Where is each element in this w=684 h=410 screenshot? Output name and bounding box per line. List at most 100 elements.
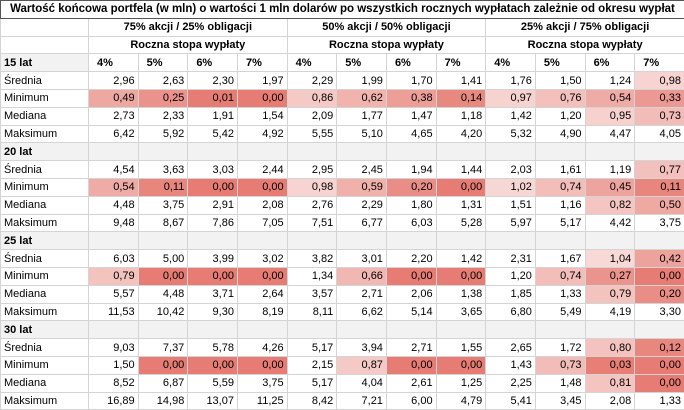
value-cell: 4,26 <box>236 338 288 357</box>
value-cell: 6,87 <box>137 373 189 393</box>
group-header: 50% akcji / 50% obligacji <box>286 17 487 37</box>
row-label: Średnia <box>0 160 89 179</box>
value-cell: 0,00 <box>236 266 288 286</box>
value-cell: 13,07 <box>187 391 238 410</box>
empty-cell <box>137 320 189 340</box>
value-cell: 5,59 <box>187 373 238 393</box>
value-cell: 2,71 <box>336 284 387 304</box>
empty-cell <box>485 320 536 340</box>
group-header: 75% akcji / 25% obligacji <box>88 17 288 37</box>
empty-cell <box>0 17 89 37</box>
value-cell: 2,76 <box>286 195 338 215</box>
value-cell: 1,24 <box>584 71 636 90</box>
value-cell: 2,08 <box>236 195 288 215</box>
value-cell: 0,73 <box>534 355 586 375</box>
row-label: Średnia <box>0 249 89 268</box>
value-cell: 7,37 <box>137 338 189 357</box>
empty-cell <box>0 35 89 55</box>
value-cell: 0,87 <box>336 355 387 375</box>
table-row: Maksimum 16,89 14,98 13,07 11,25 8,42 7,21 6,00… <box>0 391 684 410</box>
value-cell: 5,17 <box>534 213 586 233</box>
value-cell: 0,62 <box>336 88 387 108</box>
row-label: Maksimum <box>0 302 89 322</box>
table-row: 75% akcji / 25% obligacji 50% akcji / 50%… <box>0 17 684 37</box>
value-cell: 0,12 <box>634 338 684 357</box>
row-label: Maksimum <box>0 124 89 144</box>
rate-header: 4% <box>485 53 536 73</box>
value-cell: 8,52 <box>88 373 139 393</box>
value-cell: 2,29 <box>336 195 387 215</box>
empty-cell <box>634 142 684 162</box>
empty-cell <box>187 231 238 251</box>
value-cell: 4,48 <box>88 195 139 215</box>
table-row: Maksimum 11,53 10,42 9,30 8,19 8,11 6,62 5,14 3,… <box>0 302 684 322</box>
rate-header: 5% <box>336 53 387 73</box>
value-cell: 0,00 <box>634 355 684 375</box>
value-cell: 2,96 <box>88 71 139 90</box>
value-cell: 0,20 <box>634 284 684 304</box>
rate-header: 4% <box>88 53 139 73</box>
value-cell: 4,90 <box>534 124 586 144</box>
row-label: Maksimum <box>0 213 89 233</box>
value-cell: 7,51 <box>286 213 338 233</box>
value-cell: 1,54 <box>236 106 288 126</box>
value-cell: 6,00 <box>385 391 437 410</box>
value-cell: 0,73 <box>634 106 684 126</box>
value-cell: 1,70 <box>385 71 437 90</box>
table-row: Średnia 6,03 5,00 3,99 3,02 3,82 3,01 2,20 1,42 2… <box>0 249 684 268</box>
value-cell: 4,19 <box>584 302 636 322</box>
empty-cell <box>435 231 487 251</box>
value-cell: 7,21 <box>336 391 387 410</box>
value-cell: 5,32 <box>485 124 536 144</box>
value-cell: 0,00 <box>137 355 189 375</box>
value-cell: 1,33 <box>634 391 684 410</box>
value-cell: 16,89 <box>88 391 139 410</box>
value-cell: 1,80 <box>385 195 437 215</box>
value-cell: 2,09 <box>286 106 338 126</box>
value-cell: 3,82 <box>286 249 338 268</box>
value-cell: 1,99 <box>336 71 387 90</box>
value-cell: 4,47 <box>584 124 636 144</box>
empty-cell <box>286 142 338 162</box>
value-cell: 3,57 <box>286 284 338 304</box>
value-cell: 2,63 <box>137 71 189 90</box>
subheader: Roczna stopa wypłaty <box>485 35 684 55</box>
section-label: 15 lat <box>0 53 89 73</box>
value-cell: 3,63 <box>137 160 189 179</box>
value-cell: 0,14 <box>435 88 487 108</box>
value-cell: 1,85 <box>485 284 536 304</box>
empty-cell <box>385 231 437 251</box>
table-row: Mediana 8,52 6,87 5,59 3,75 5,17 4,04 2,61 1,25 2… <box>0 373 684 393</box>
table-row: Średnia 2,96 2,63 2,30 1,97 2,29 1,99 1,70 1,41 1… <box>0 71 684 90</box>
value-cell: 5,97 <box>485 213 536 233</box>
value-cell: 0,86 <box>286 88 338 108</box>
value-cell: 1,76 <box>485 71 536 90</box>
empty-cell <box>336 231 387 251</box>
value-cell: 3,71 <box>187 284 238 304</box>
table-row: Średnia 4,54 3,63 3,03 2,44 2,95 2,45 1,94 1,44 2… <box>0 160 684 179</box>
value-cell: 4,05 <box>634 124 684 144</box>
empty-cell <box>485 231 536 251</box>
value-cell: 0,66 <box>336 266 387 286</box>
subheader: Roczna stopa wypłaty <box>286 35 487 55</box>
value-cell: 5,55 <box>286 124 338 144</box>
rate-header: 6% <box>584 53 636 73</box>
value-cell: 3,45 <box>534 391 586 410</box>
empty-cell <box>88 142 139 162</box>
row-label: Mediana <box>0 106 89 126</box>
value-cell: 6,03 <box>385 213 437 233</box>
table-row: Minimum 0,49 0,25 0,01 0,00 0,86 0,62 0,38 0,14 0… <box>0 88 684 108</box>
table-row: Minimum 0,54 0,11 0,00 0,00 0,98 0,59 0,20 0,00 1… <box>0 177 684 197</box>
value-cell: 2,91 <box>187 195 238 215</box>
value-cell: 0,79 <box>88 266 139 286</box>
value-cell: 1,19 <box>584 160 636 179</box>
value-cell: 1,43 <box>485 355 536 375</box>
value-cell: 1,02 <box>485 177 536 197</box>
value-cell: 4,92 <box>236 124 288 144</box>
row-label: Minimum <box>0 266 89 286</box>
section-label: 30 lat <box>0 320 89 340</box>
value-cell: 2,15 <box>286 355 338 375</box>
empty-cell <box>236 142 288 162</box>
value-cell: 1,55 <box>435 338 487 357</box>
